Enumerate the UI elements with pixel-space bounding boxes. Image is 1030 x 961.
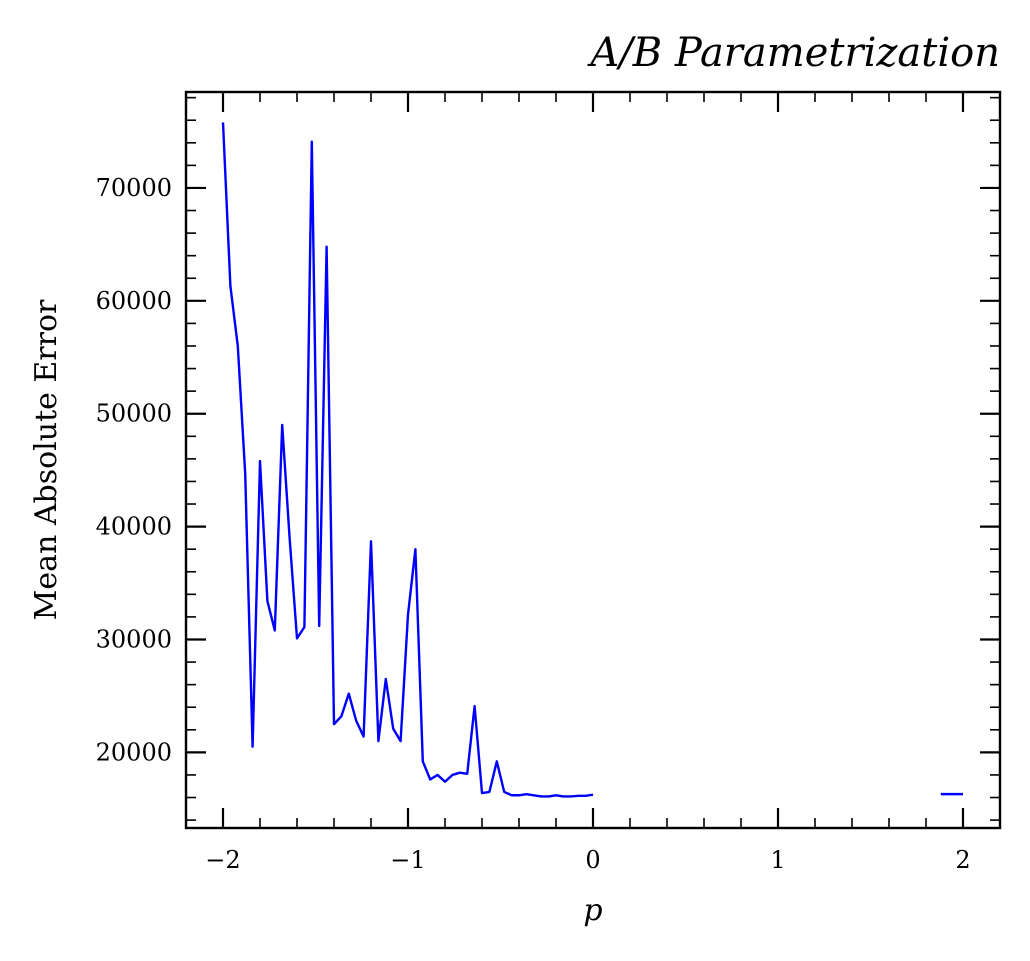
series-line-segment bbox=[221, 122, 594, 798]
y-tick-label: 70000 bbox=[96, 174, 172, 202]
x-tick-label: 0 bbox=[585, 846, 600, 874]
x-axis-label: p bbox=[583, 893, 602, 928]
x-tick-label: −2 bbox=[205, 846, 240, 874]
chart-title: A/B Parametrization bbox=[586, 30, 1000, 76]
x-tick-label: 1 bbox=[770, 846, 785, 874]
y-tick-label: 40000 bbox=[96, 513, 172, 541]
x-tick-label: 2 bbox=[955, 846, 970, 874]
y-tick-label: 50000 bbox=[96, 400, 172, 428]
y-tick-label: 30000 bbox=[96, 625, 172, 653]
plot-frame bbox=[184, 90, 1002, 830]
x-tick-label: −1 bbox=[390, 846, 425, 874]
y-tick-label: 20000 bbox=[96, 738, 172, 766]
y-axis-label: Mean Absolute Error bbox=[29, 299, 64, 620]
y-tick-label: 60000 bbox=[96, 287, 172, 315]
